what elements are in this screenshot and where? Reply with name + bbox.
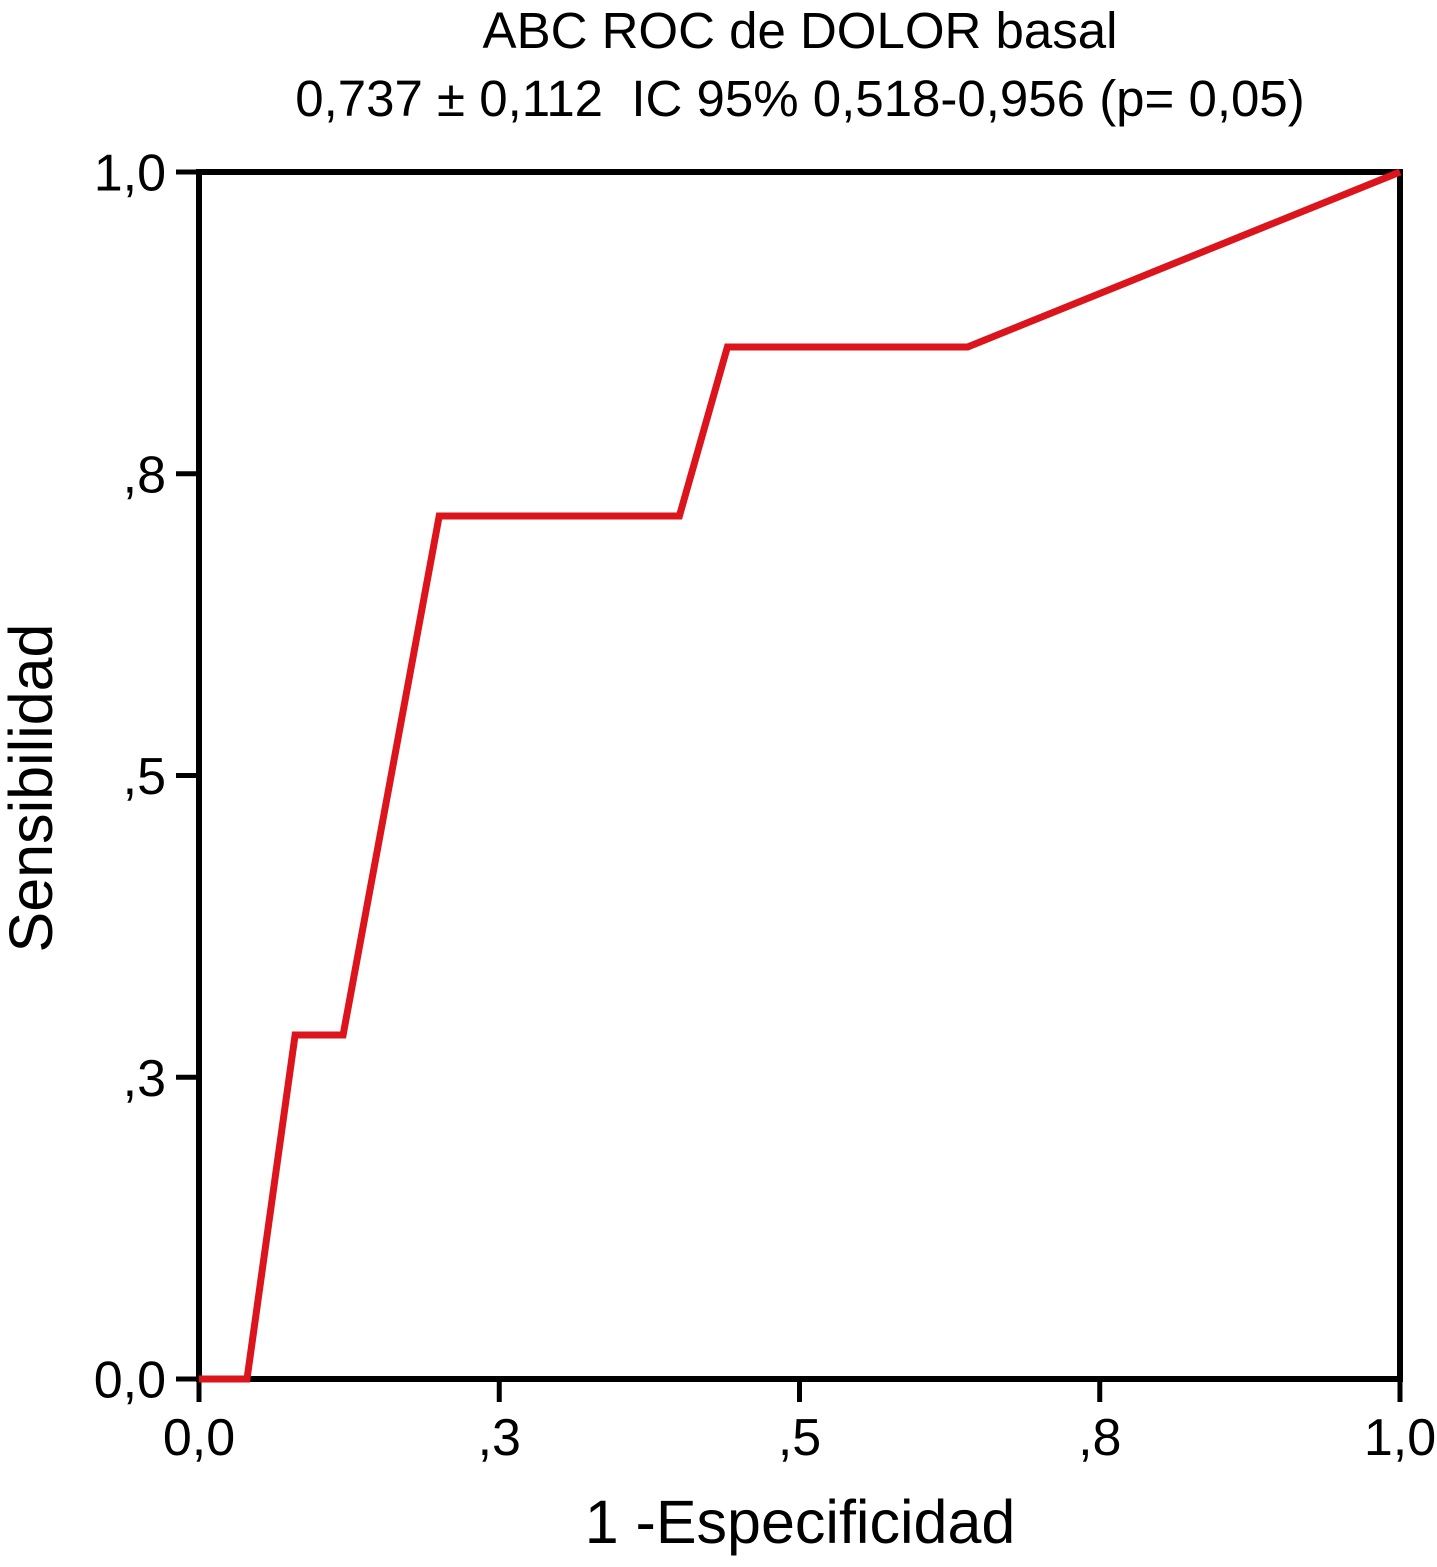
x-axis-label: 1 -Especificidad (585, 1488, 1016, 1556)
roc-curve (199, 168, 1402, 1383)
x-tick-label: ,5 (778, 1409, 821, 1467)
y-axis-label: Sensibilidad (0, 624, 65, 953)
x-tick-label: 1,0 (1364, 1409, 1436, 1467)
y-tick-label: ,5 (123, 748, 166, 806)
y-tick-label: ,8 (123, 446, 166, 504)
plot-frame (196, 169, 1403, 1382)
y-tick-label: 1,0 (94, 145, 166, 203)
x-tick-label: ,8 (1078, 1409, 1121, 1467)
chart-subtitle: 0,737 ± 0,112 IC 95% 0,518-0,956 (p= 0,0… (295, 70, 1305, 127)
x-tick-label: 0,0 (163, 1409, 235, 1467)
x-axis-ticks: 0,0 ,3 ,5 ,8 1,0 (163, 1379, 1436, 1467)
y-axis-ticks: 0,0 ,3 ,5 ,8 1,0 (94, 145, 199, 1410)
roc-series-group (199, 168, 1402, 1383)
y-tick-label: 0,0 (94, 1352, 166, 1410)
y-tick-label: ,3 (123, 1050, 166, 1108)
chart-title: ABC ROC de DOLOR basal (483, 2, 1118, 59)
x-tick-label: ,3 (478, 1409, 521, 1467)
